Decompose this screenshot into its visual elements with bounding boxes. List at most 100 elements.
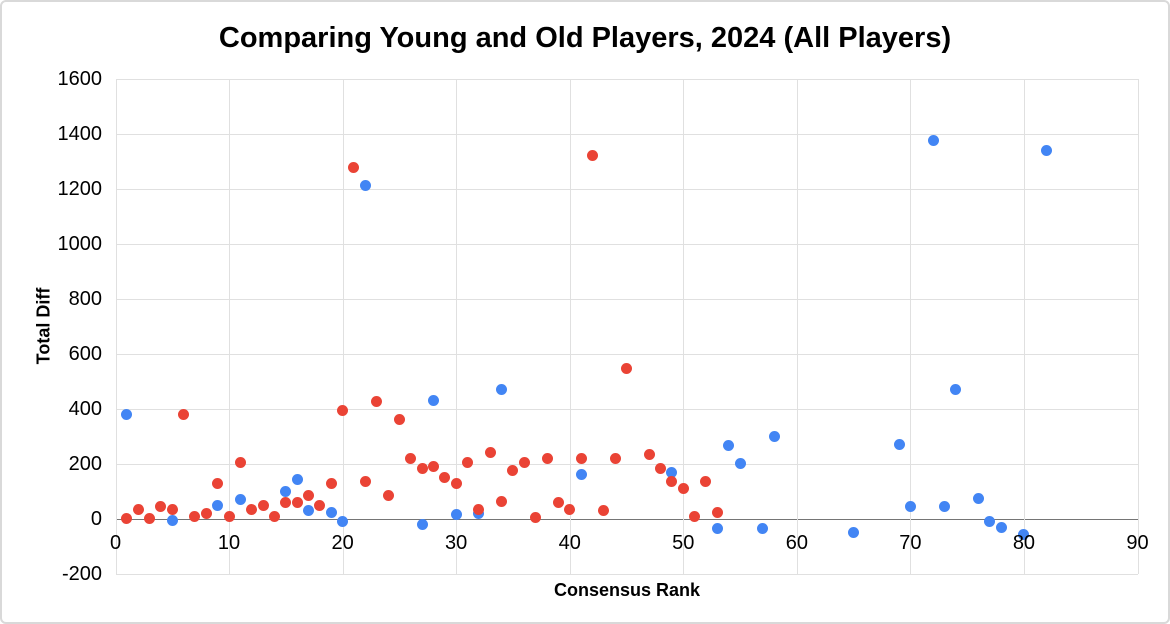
red-data-point: [132, 503, 144, 515]
red-data-point: [496, 495, 508, 507]
red-data-point: [155, 501, 167, 513]
v-gridline: [1023, 78, 1025, 574]
y-tick-label: 1400: [57, 122, 103, 145]
blue-data-point: [904, 501, 916, 513]
red-data-point: [507, 465, 519, 477]
red-data-point: [280, 496, 292, 508]
blue-data-point: [234, 494, 246, 506]
red-data-point: [427, 461, 439, 473]
red-data-point: [166, 503, 178, 515]
x-tick-label: 0: [109, 532, 122, 554]
red-data-point: [223, 510, 235, 522]
y-tick-label: 200: [68, 452, 102, 475]
v-gridline: [683, 78, 685, 574]
x-tick-label: 40: [558, 532, 581, 554]
blue-data-point: [723, 440, 735, 452]
red-data-point: [200, 507, 212, 519]
blue-data-point: [995, 521, 1007, 533]
h-gridline: [115, 353, 1138, 355]
blue-data-point: [1041, 144, 1053, 156]
red-data-point: [530, 512, 542, 524]
red-data-point: [518, 457, 530, 468]
blue-data-point: [734, 458, 746, 470]
blue-data-point: [337, 516, 349, 528]
red-data-point: [586, 150, 598, 162]
blue-data-point: [121, 408, 133, 420]
x-tick-label: 10: [217, 532, 241, 554]
blue-data-point: [938, 501, 950, 513]
chart-title: Comparing Young and Old Players, 2024 (A…: [218, 22, 952, 54]
h-gridline: [115, 188, 1138, 190]
red-data-point: [348, 162, 360, 174]
blue-data-point: [1018, 528, 1030, 540]
blue-data-point: [973, 492, 985, 504]
x-tick-label: 30: [445, 532, 468, 554]
red-data-point: [291, 496, 303, 508]
blue-data-point: [666, 466, 678, 478]
blue-data-point: [427, 395, 439, 407]
h-gridline: [115, 463, 1138, 465]
y-tick-label: 0: [90, 507, 102, 530]
blue-data-point: [575, 469, 587, 481]
red-data-point: [144, 513, 156, 525]
blue-data-point: [416, 518, 428, 530]
x-tick-label: 90: [1126, 532, 1149, 554]
red-data-point: [212, 477, 224, 489]
red-data-point: [189, 510, 201, 522]
blue-data-point: [303, 505, 315, 517]
v-gridline: [796, 78, 798, 574]
y-tick-label: 1200: [57, 177, 103, 200]
blue-data-point: [757, 523, 769, 535]
v-gridline: [342, 78, 344, 574]
red-data-point: [598, 505, 610, 517]
red-data-point: [711, 506, 723, 518]
x-tick-label: 80: [1012, 532, 1036, 554]
red-data-point: [689, 510, 701, 522]
blue-data-point: [496, 384, 508, 396]
red-data-point: [303, 490, 315, 502]
blue-data-point: [950, 384, 962, 396]
y-tick-label: -200: [61, 563, 102, 585]
red-data-point: [439, 472, 451, 484]
h-gridline: [115, 408, 1138, 410]
red-data-point: [234, 457, 246, 468]
red-data-point: [552, 496, 564, 508]
x-tick-label: 70: [899, 532, 922, 554]
blue-data-point: [359, 180, 371, 192]
red-data-point: [666, 476, 678, 488]
red-data-point: [121, 513, 133, 525]
blue-data-point: [711, 523, 723, 535]
red-data-point: [450, 477, 462, 489]
h-gridline: [115, 243, 1138, 245]
red-data-point: [575, 452, 587, 464]
red-data-point: [621, 363, 632, 375]
h-gridline: [115, 298, 1138, 300]
blue-data-point: [280, 485, 292, 497]
red-data-point: [484, 447, 496, 459]
red-data-point: [609, 452, 621, 464]
y-tick-label: 800: [68, 287, 102, 310]
red-data-point: [655, 462, 667, 474]
red-data-point: [416, 462, 428, 474]
red-data-point: [178, 408, 190, 420]
red-data-point: [257, 499, 269, 511]
red-data-point: [359, 476, 371, 488]
v-gridline: [1137, 78, 1139, 574]
v-gridline: [229, 78, 231, 574]
red-data-point: [314, 499, 326, 511]
red-data-point: [325, 477, 337, 489]
v-gridline: [910, 78, 912, 574]
blue-data-point: [325, 506, 337, 518]
red-data-point: [337, 404, 349, 416]
blue-data-point: [768, 430, 780, 442]
red-data-point: [677, 483, 689, 495]
blue-data-point: [927, 134, 939, 146]
y-tick-label: 1600: [57, 67, 103, 90]
blue-data-point: [291, 473, 303, 485]
blue-data-point: [984, 516, 996, 528]
x-tick-label: 20: [331, 532, 354, 554]
v-gridline: [115, 78, 117, 574]
red-data-point: [246, 503, 258, 515]
y-tick-label: 600: [68, 342, 102, 365]
red-data-point: [462, 457, 474, 468]
